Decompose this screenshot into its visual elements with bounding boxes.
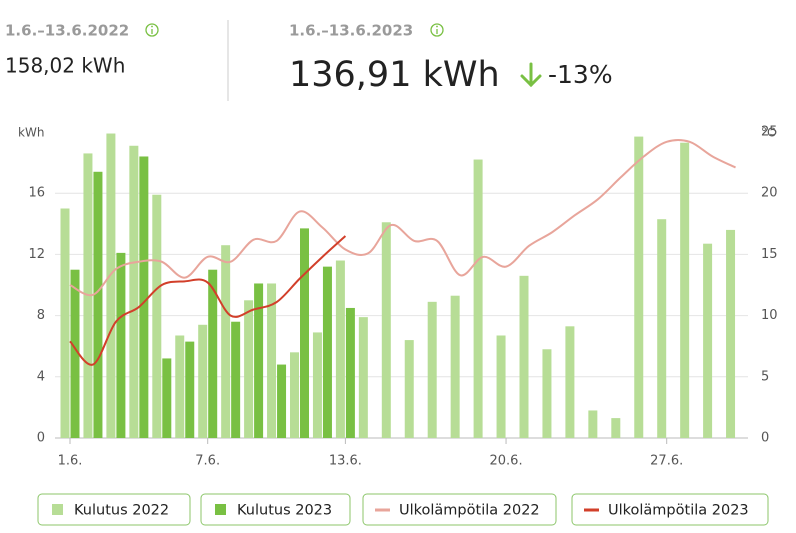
y2-tick-label: 5 (761, 369, 769, 384)
legend-box (362, 493, 557, 526)
y2-tick-label: 10 (761, 308, 778, 323)
previous-period: 1.6.–13.6.2022 (5, 22, 129, 40)
bar (726, 229, 736, 438)
legend-label: Ulkolämpötila 2023 (608, 503, 749, 519)
bar (93, 171, 103, 438)
previous-total: 158,02 kWh (5, 54, 125, 78)
legend-swatch (215, 504, 226, 515)
y2-axis-label: °C (761, 126, 775, 140)
bar (565, 326, 575, 438)
bar (588, 410, 598, 438)
y2-tick-label: 20 (761, 186, 778, 201)
bar (231, 321, 241, 438)
bar (139, 156, 149, 439)
bar (450, 295, 460, 438)
bar (129, 145, 139, 438)
legend-label: Kulutus 2023 (237, 503, 332, 519)
y-tick-label: 4 (37, 369, 45, 384)
bar (542, 349, 552, 438)
bar (244, 300, 254, 438)
bar (162, 358, 172, 438)
x-tick-label: 20.6. (490, 454, 523, 469)
bar (703, 243, 713, 438)
legend-label: Kulutus 2022 (74, 503, 169, 519)
legend-swatch (52, 504, 63, 515)
bar (634, 136, 644, 438)
legend-box (200, 493, 351, 526)
bar (60, 208, 70, 438)
bar (106, 133, 116, 438)
bar (358, 317, 368, 438)
change: -13% (548, 60, 613, 89)
info-icon[interactable] (145, 23, 159, 37)
bar (519, 275, 529, 438)
bar (175, 335, 185, 438)
legend-item[interactable]: Ulkolämpötila 2022 (362, 493, 557, 526)
y2-tick-label: 0 (761, 431, 769, 446)
bar (611, 418, 621, 438)
bar (312, 332, 322, 438)
bar (335, 260, 345, 438)
bar (496, 335, 506, 438)
x-tick-label: 27.6. (650, 454, 683, 469)
bar (657, 219, 667, 438)
bar (680, 142, 690, 438)
bar (345, 307, 355, 438)
info-icon[interactable] (430, 23, 444, 37)
bar (208, 269, 218, 438)
bar (152, 194, 162, 438)
y2-tick-label: 15 (761, 247, 778, 262)
bar (254, 283, 264, 438)
bar (267, 283, 277, 438)
x-tick-label: 13.6. (329, 454, 362, 469)
x-tick-label: 7.6. (195, 454, 220, 469)
bar (290, 352, 299, 438)
current-total: 136,91 kWh (289, 55, 500, 95)
x-tick-label: 1.6. (58, 454, 83, 469)
bar (185, 341, 195, 438)
y-tick-label: 16 (28, 186, 45, 201)
y-axis-label: kWh (18, 126, 44, 140)
legend-item[interactable]: Ulkolämpötila 2023 (571, 493, 769, 526)
legend-item[interactable]: Kulutus 2023 (200, 493, 351, 526)
bar (221, 245, 231, 438)
y-tick-label: 8 (37, 308, 45, 323)
down-arrow (520, 62, 542, 88)
y2-tick-label: 25 (761, 125, 778, 140)
legend-box (37, 493, 191, 526)
bar (427, 301, 437, 438)
legend-item[interactable]: Kulutus 2022 (37, 493, 191, 526)
current-period: 1.6.–13.6.2023 (289, 22, 413, 40)
legend-box (571, 493, 769, 526)
bar (473, 159, 483, 439)
y-tick-label: 0 (37, 431, 45, 446)
bar (277, 364, 287, 438)
bar (404, 340, 414, 438)
bar (116, 252, 126, 438)
bar (198, 324, 208, 438)
bar (300, 228, 309, 438)
y-tick-label: 12 (28, 247, 45, 262)
line (69, 138, 736, 297)
line (69, 235, 347, 366)
bar (70, 269, 80, 438)
bar (322, 266, 332, 438)
bar (381, 222, 391, 438)
legend-label: Ulkolämpötila 2022 (399, 503, 540, 519)
